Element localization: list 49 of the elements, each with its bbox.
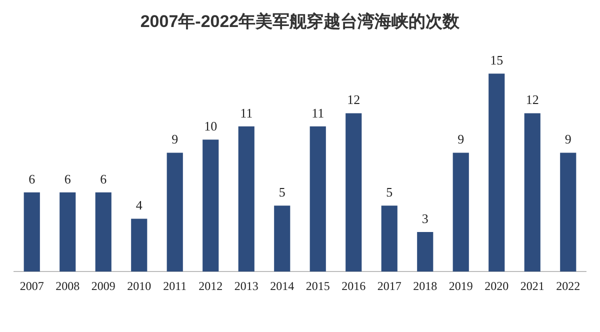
data-label: 6: [100, 171, 108, 186]
data-label: 9: [564, 132, 572, 147]
data-label: 6: [28, 171, 36, 186]
bar: [131, 218, 148, 272]
bar: [488, 74, 505, 272]
x-tick-label: 2015: [306, 278, 330, 293]
data-label: 10: [204, 118, 218, 134]
data-label: 9: [172, 132, 178, 147]
bar: [238, 126, 254, 272]
bar: [60, 192, 76, 272]
data-label: 4: [136, 198, 143, 213]
x-tick-label: 2014: [270, 278, 294, 293]
bar: [346, 113, 362, 272]
x-tick-label: 2018: [413, 278, 438, 293]
bar: [381, 206, 398, 272]
x-tick-label: 2009: [91, 278, 116, 293]
bar: [274, 206, 290, 272]
data-label: 5: [386, 184, 393, 200]
data-label: 5: [278, 184, 286, 200]
data-label: 3: [422, 210, 428, 226]
x-tick-label: 2022: [556, 278, 580, 293]
x-tick-label: 2020: [484, 278, 509, 293]
x-tick-label: 2011: [163, 278, 187, 293]
bar: [560, 152, 576, 272]
x-tick-label: 2017: [377, 278, 402, 293]
chart-title: 2007年-2022年美军舰穿越台湾海峡的次数: [140, 12, 461, 31]
data-label: 11: [312, 105, 324, 120]
bar: [202, 140, 219, 272]
bar: [166, 152, 183, 272]
bar: [524, 113, 540, 272]
bar: [452, 152, 469, 272]
x-tick-label: 2016: [342, 278, 366, 293]
data-label: 6: [64, 171, 72, 186]
data-label: 11: [240, 105, 253, 120]
x-tick-label: 2007: [20, 278, 44, 293]
data-label: 15: [490, 52, 504, 68]
data-label: 9: [458, 132, 464, 147]
bar: [417, 232, 434, 272]
bar: [95, 192, 112, 272]
bar: [310, 126, 326, 272]
x-tick-label: 2012: [198, 278, 223, 293]
x-tick-label: 2021: [520, 278, 544, 293]
bar: [24, 192, 40, 272]
x-tick-label: 2008: [56, 278, 80, 293]
data-label: 12: [526, 92, 539, 108]
data-label: 12: [347, 92, 360, 108]
x-tick-label: 2019: [448, 278, 473, 293]
x-tick-label: 2013: [234, 278, 258, 293]
x-tick-label: 2010: [127, 278, 152, 293]
